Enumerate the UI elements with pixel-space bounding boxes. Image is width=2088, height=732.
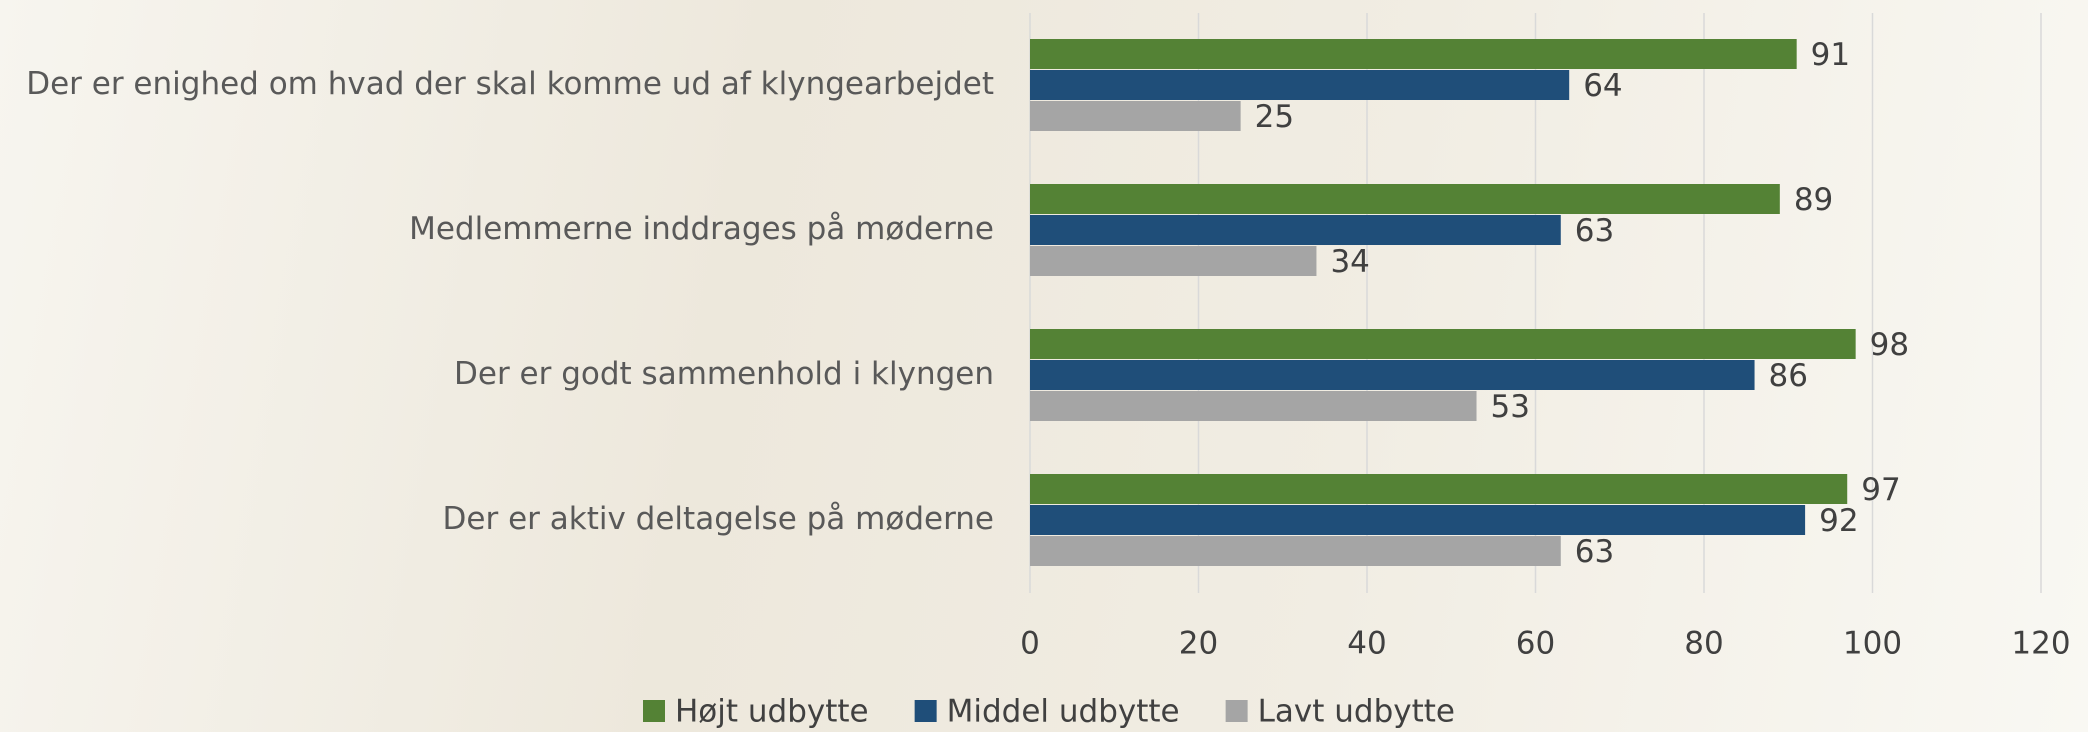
x-tick-label: 60 <box>1516 626 1555 662</box>
data-label: 63 <box>1575 213 1614 249</box>
data-label: 63 <box>1575 534 1614 570</box>
legend-swatch <box>1225 700 1248 722</box>
category-label: Der er aktiv deltagelse på møderne <box>443 501 994 537</box>
x-tick-label: 40 <box>1347 626 1386 662</box>
data-label: 86 <box>1769 358 1808 394</box>
x-tick-label: 80 <box>1684 626 1723 662</box>
data-label: 97 <box>1861 472 1900 508</box>
data-label: 98 <box>1870 327 1909 363</box>
bar <box>1030 505 1806 535</box>
x-tick-label: 100 <box>1843 626 1902 662</box>
category-label: Medlemmerne inddrages på møderne <box>409 211 994 247</box>
x-tick-label: 0 <box>1020 626 1040 662</box>
x-tick-label: 20 <box>1179 626 1218 662</box>
bar <box>1030 536 1561 566</box>
category-label: Der er enighed om hvad der skal komme ud… <box>26 66 994 102</box>
x-tick-label: 120 <box>2011 626 2070 662</box>
bar <box>1030 70 1570 100</box>
bar <box>1030 360 1755 390</box>
legend-label: Højt udbytte <box>675 694 869 730</box>
bar <box>1030 101 1241 131</box>
data-label: 34 <box>1330 244 1369 280</box>
bar <box>1030 329 1856 359</box>
data-label: 64 <box>1583 68 1622 104</box>
legend-label: Middel udbytte <box>947 694 1180 730</box>
bar <box>1030 39 1797 69</box>
data-label: 25 <box>1255 99 1294 135</box>
bar <box>1030 184 1780 214</box>
bar <box>1030 215 1561 245</box>
data-label: 92 <box>1819 503 1858 539</box>
bar <box>1030 391 1477 421</box>
bar <box>1030 474 1848 504</box>
legend-swatch <box>914 700 937 722</box>
legend-swatch <box>643 700 665 722</box>
category-label: Der er godt sammenhold i klyngen <box>454 356 994 392</box>
legend-label: Lavt udbytte <box>1258 694 1455 730</box>
data-label: 89 <box>1794 182 1833 218</box>
data-label: 91 <box>1811 37 1850 73</box>
data-label: 53 <box>1491 389 1530 425</box>
bar <box>1030 246 1317 276</box>
